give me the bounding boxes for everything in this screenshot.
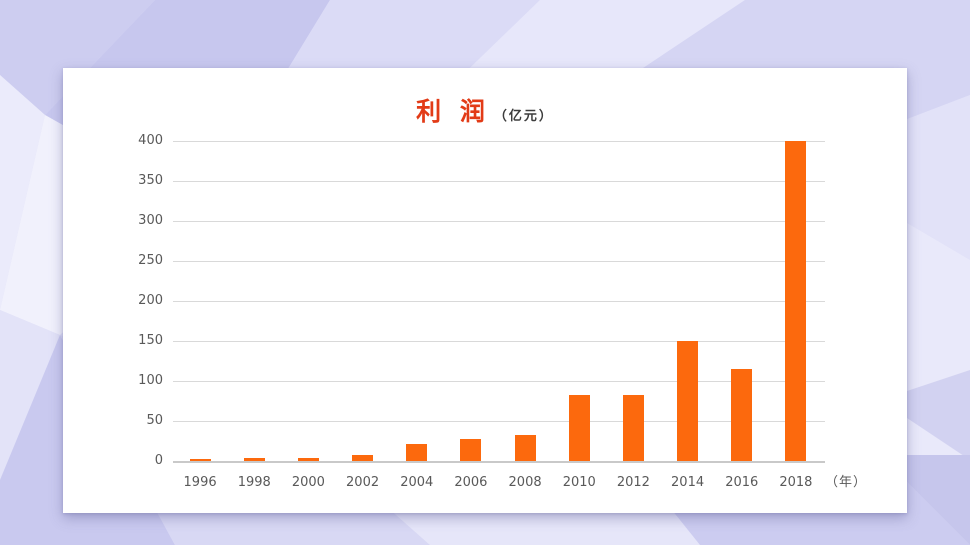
bar-2010 [568, 394, 590, 461]
y-tick-label-200: 200 [138, 293, 163, 308]
y-tick-label-50: 50 [146, 413, 163, 428]
y-tick-label-250: 250 [138, 253, 163, 268]
bar-1996 [189, 459, 211, 461]
plot-area: （年） 0 50 100 150 200 250 300 350 400 1996 1998 2000… [138, 133, 866, 490]
x-tick-label-2002: 2002 [346, 475, 380, 490]
x-tick-label-1998: 1998 [237, 475, 271, 490]
y-tick-label-150: 150 [138, 333, 163, 348]
bar-2000 [297, 457, 319, 461]
gridline-200 [173, 301, 825, 302]
gridline-150 [173, 341, 825, 342]
chart-title: 利 润 （亿元） [63, 98, 907, 126]
y-tick-label-0: 0 [154, 453, 163, 468]
bar-2012 [622, 394, 644, 461]
x-tick-label-2016: 2016 [725, 475, 759, 490]
gridline-350 [173, 181, 825, 182]
bar-2002 [352, 454, 374, 461]
x-tick-label-1996: 1996 [183, 475, 217, 490]
chart-card: 利 润 （亿元） （年） 0 50 100 150 200 250 300 350 400 199… [63, 68, 907, 513]
y-tick-label-300: 300 [138, 213, 163, 228]
y-tick-label-400: 400 [138, 133, 163, 148]
gridline-50 [173, 421, 825, 422]
gridline-400 [173, 141, 825, 142]
x-tick-label-2006: 2006 [454, 475, 488, 490]
bar-2018 [785, 141, 807, 461]
x-tick-label-2008: 2008 [508, 475, 542, 490]
bar-1998 [243, 457, 265, 461]
gridline-300 [173, 221, 825, 222]
gridline-250 [173, 261, 825, 262]
bar-2014 [677, 341, 699, 461]
bar-2004 [406, 444, 428, 461]
x-tick-label-2000: 2000 [291, 475, 325, 490]
bar-2006 [460, 439, 482, 461]
chart-title-unit: （亿元） [493, 109, 554, 124]
chart-title-text: 利 润 [416, 97, 490, 126]
x-tick-label-2004: 2004 [400, 475, 434, 490]
x-axis-unit-label: （年） [825, 475, 868, 490]
x-tick-label-2012: 2012 [616, 475, 650, 490]
bar-2016 [731, 369, 753, 461]
x-tick-label-2010: 2010 [562, 475, 596, 490]
x-tick-label-2014: 2014 [671, 475, 705, 490]
y-tick-label-350: 350 [138, 173, 163, 188]
x-tick-label-2018: 2018 [779, 475, 813, 490]
gridline-100 [173, 381, 825, 382]
y-tick-label-100: 100 [138, 373, 163, 388]
bar-2008 [514, 435, 536, 461]
x-axis-line [173, 461, 825, 463]
